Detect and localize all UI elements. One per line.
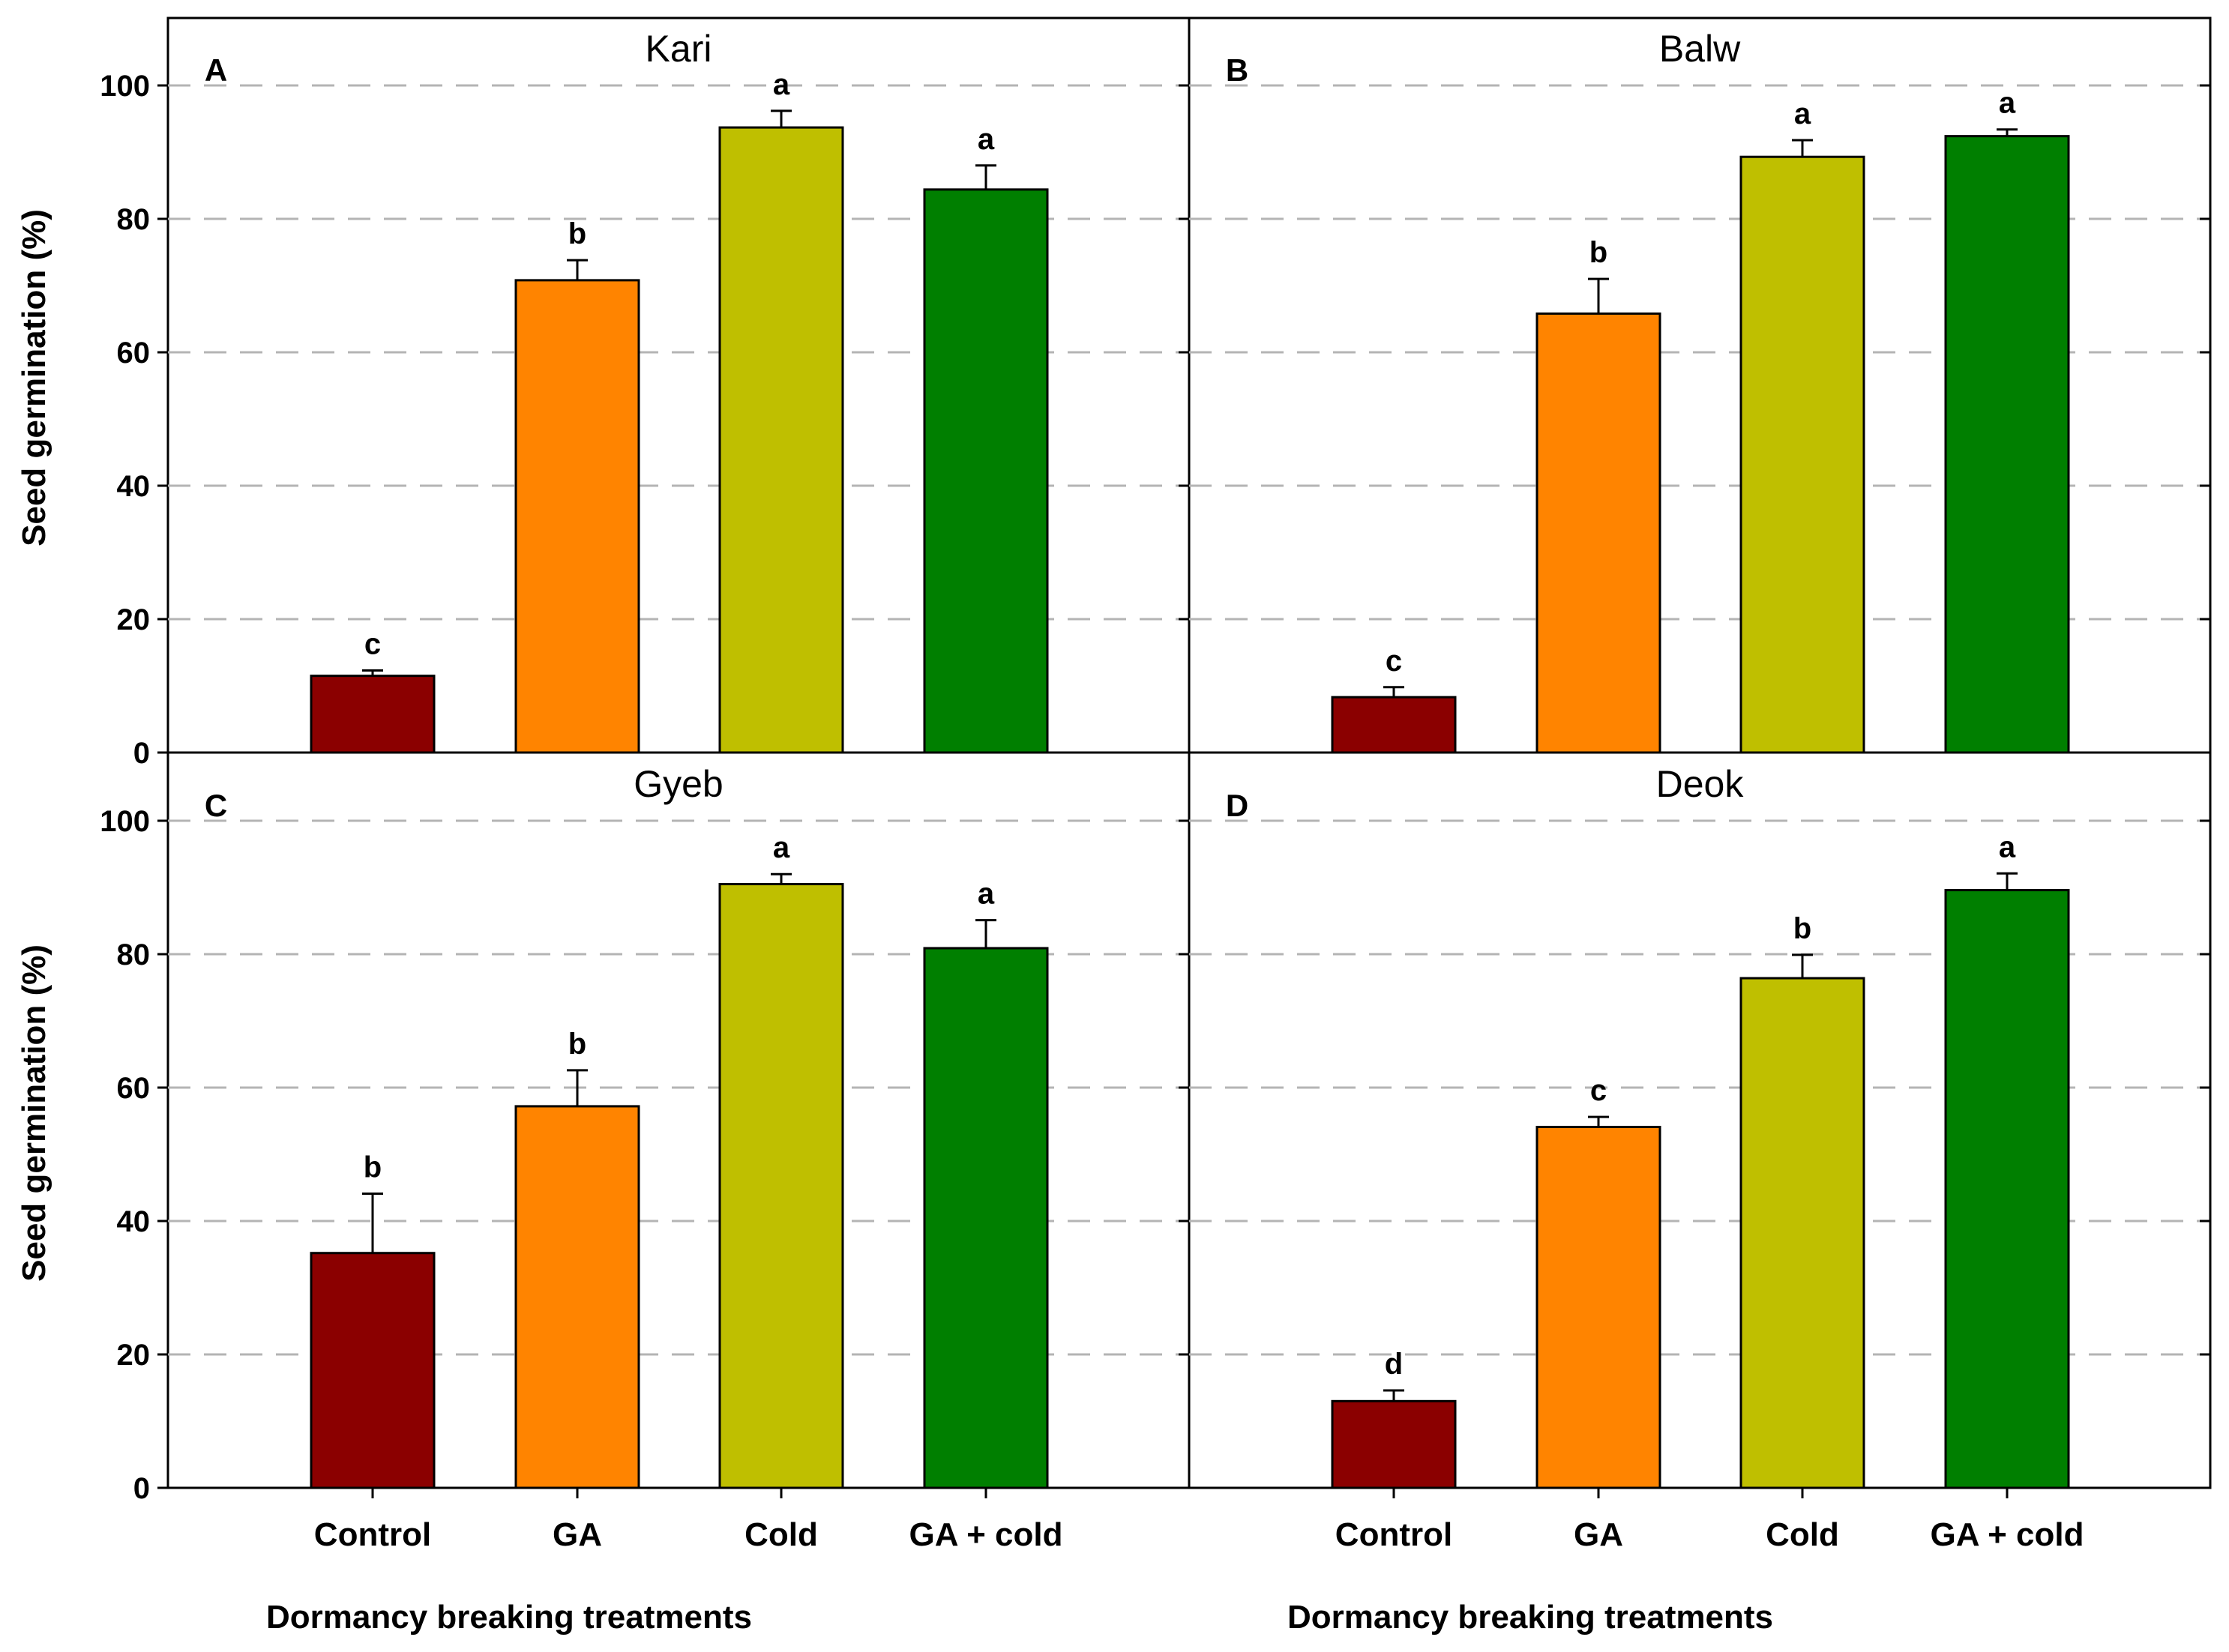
panel-title: Deok [1656,763,1745,805]
bar [310,675,436,754]
significance-letter: b [1589,236,1607,269]
y-tick-label: 80 [117,938,151,971]
y-tick-label: 20 [117,603,151,636]
x-category-label: GA [1574,1516,1623,1553]
bar [1944,135,2070,754]
significance-letter: a [773,831,790,864]
x-category-label: Cold [744,1516,818,1553]
y-tick-label: 20 [117,1339,151,1372]
y-axis-title: Seed germination (%) [16,944,52,1282]
y-tick-label: 0 [133,1472,150,1505]
bar [1535,1126,1661,1489]
significance-letter: b [364,1151,382,1184]
significance-letter: b [568,217,586,250]
bar [1331,1399,1457,1489]
significance-letter: a [773,68,790,101]
y-tick-label: 0 [133,737,150,770]
bar [923,947,1049,1489]
y-tick-label: 100 [100,805,150,838]
y-tick-label: 80 [117,203,151,236]
bar [718,126,844,754]
bar [514,279,640,754]
y-axis-title: Seed germination (%) [16,209,52,546]
bar [1739,155,1865,754]
y-tick-label: 60 [117,337,151,370]
y-tick-label: 40 [117,470,151,503]
x-category-label: GA + cold [909,1516,1063,1553]
x-category-label: GA [553,1516,602,1553]
significance-letter: d [1385,1348,1403,1381]
x-axis-title: Dormancy breaking treatments [266,1599,752,1636]
panel-title: Balw [1659,28,1741,70]
x-category-label: Cold [1766,1516,1839,1553]
significance-letter: a [1999,87,2016,120]
panel-title: Gyeb [634,763,724,805]
significance-letter: c [1590,1074,1607,1107]
significance-letter: b [1793,912,1811,945]
y-tick-label: 40 [117,1205,151,1238]
y-tick-label: 60 [117,1072,151,1105]
significance-letter: b [568,1028,586,1061]
panel-letter: B [1226,52,1248,88]
significance-letter: a [978,123,995,156]
x-category-label: Control [314,1516,431,1553]
bar [718,883,844,1489]
bar [1331,696,1457,754]
panel-letter: D [1226,788,1248,823]
bar [310,1252,436,1489]
significance-letter: a [1794,97,1811,130]
x-category-label: Control [1335,1516,1452,1553]
significance-letter: c [1386,645,1402,678]
significance-letter: a [1999,830,2016,863]
x-axis-title: Dormancy breaking treatments [1287,1599,1773,1636]
panel-letter: C [205,788,227,823]
x-category-label: GA + cold [1931,1516,2084,1553]
y-tick-label: 100 [100,70,150,103]
significance-letter: a [978,878,995,911]
bar [514,1105,640,1489]
panel-letter: A [205,52,227,88]
bar [1535,312,1661,754]
bar [1739,977,1865,1489]
significance-letter: c [364,628,381,661]
panel-title: Kari [646,28,712,70]
bar [1944,889,2070,1489]
bar [923,188,1049,754]
